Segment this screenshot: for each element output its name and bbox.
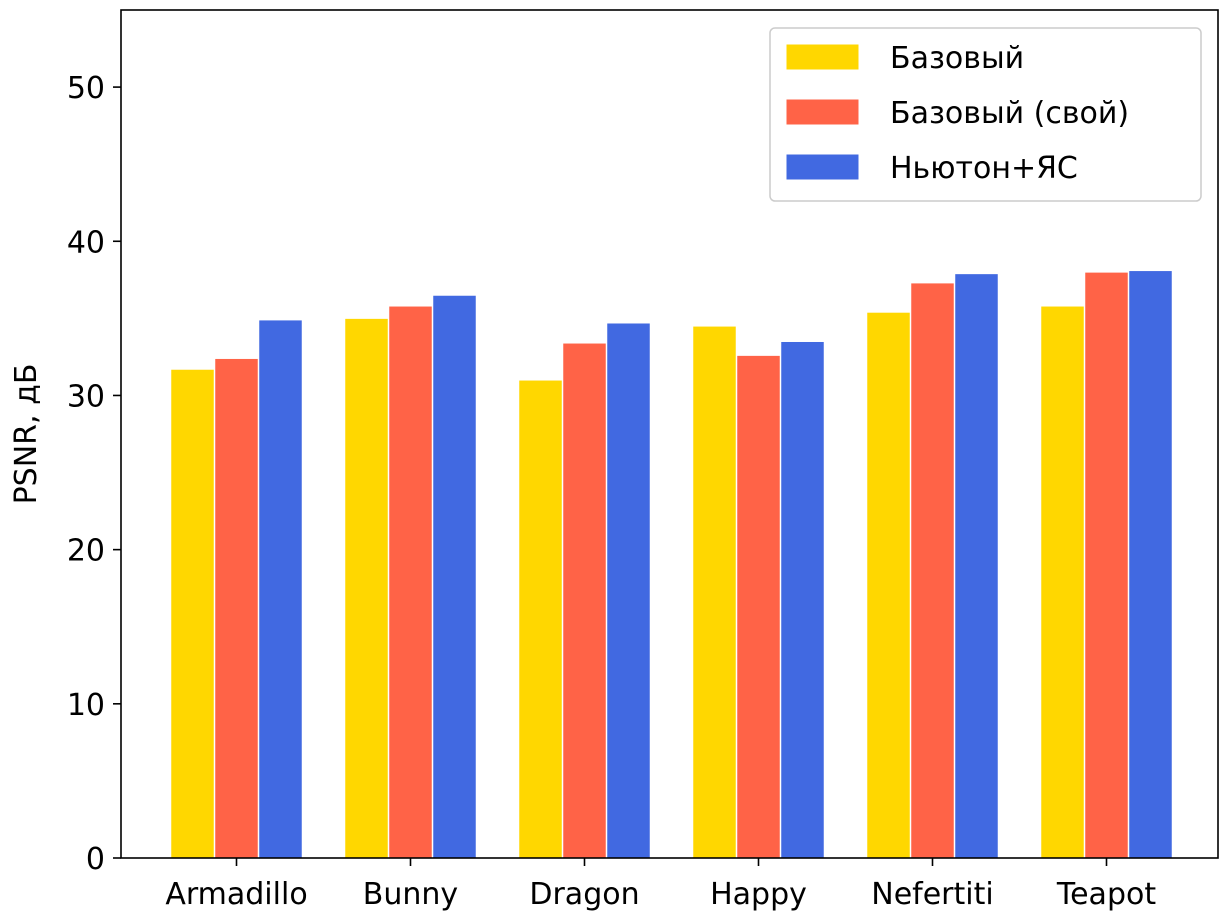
x-tick-label-bunny: Bunny <box>363 877 458 912</box>
legend-swatch-3 <box>785 153 860 181</box>
bar-happy-series-1 <box>692 325 737 859</box>
bars-layer <box>170 270 1173 859</box>
x-tick-label-teapot: Teapot <box>1056 877 1156 912</box>
legend-swatch-2 <box>785 98 860 126</box>
bar-dragon-series-1 <box>518 379 563 859</box>
bar-nefertiti-series-1 <box>866 311 911 859</box>
bar-armadillo-series-3 <box>258 319 303 859</box>
y-tick-label: 10 <box>67 688 105 723</box>
legend-label-2: Базовый (свой) <box>890 96 1129 131</box>
y-tick-label: 30 <box>67 379 105 414</box>
legend-label-3: Ньютон+ЯС <box>890 151 1078 186</box>
legend-swatch-1 <box>785 43 860 71</box>
axes-layer <box>120 9 1219 859</box>
legend-label-1: Базовый <box>890 41 1024 76</box>
bar-happy-series-3 <box>780 340 825 859</box>
bar-teapot-series-1 <box>1040 305 1085 859</box>
bar-bunny-series-3 <box>432 294 477 859</box>
bar-dragon-series-3 <box>606 322 651 859</box>
legend-box <box>769 27 1202 202</box>
x-tick-label-armadillo: Armadillo <box>165 877 307 912</box>
bar-dragon-series-2 <box>562 342 607 859</box>
bar-teapot-series-3 <box>1128 270 1173 859</box>
bar-nefertiti-series-3 <box>954 273 999 859</box>
bar-bunny-series-2 <box>388 305 433 859</box>
ticks-layer: 0 10 20 30 40 50 Armadillo Bunny Dragon Happy Nefe… <box>67 71 1157 912</box>
x-tick-label-dragon: Dragon <box>529 877 639 912</box>
y-tick-label: 20 <box>67 534 105 569</box>
y-axis-label: PSNR, дБ <box>9 364 44 505</box>
bar-teapot-series-2 <box>1084 271 1129 859</box>
y-tick-label: 0 <box>86 842 105 877</box>
y-tick-label: 40 <box>67 225 105 260</box>
y-tick-label: 50 <box>67 71 105 106</box>
x-tick-label-happy: Happy <box>710 877 807 912</box>
bar-armadillo-series-1 <box>170 368 215 859</box>
bar-bunny-series-1 <box>344 317 389 859</box>
legend: Базовый Базовый (свой) Ньютон+ЯС <box>769 27 1202 202</box>
plot-frame <box>120 9 1219 859</box>
bar-happy-series-2 <box>736 354 781 859</box>
bar-armadillo-series-2 <box>214 357 259 859</box>
x-tick-label-nefertiti: Nefertiti <box>871 877 993 912</box>
bar-nefertiti-series-2 <box>910 282 955 859</box>
